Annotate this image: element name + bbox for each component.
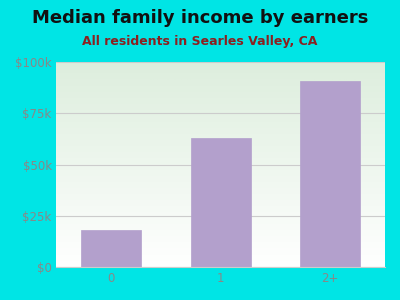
Bar	[300, 82, 360, 267]
Bar	[191, 138, 251, 267]
Bar	[81, 230, 141, 267]
Text: All residents in Searles Valley, CA: All residents in Searles Valley, CA	[82, 34, 318, 47]
Text: Median family income by earners: Median family income by earners	[32, 9, 368, 27]
